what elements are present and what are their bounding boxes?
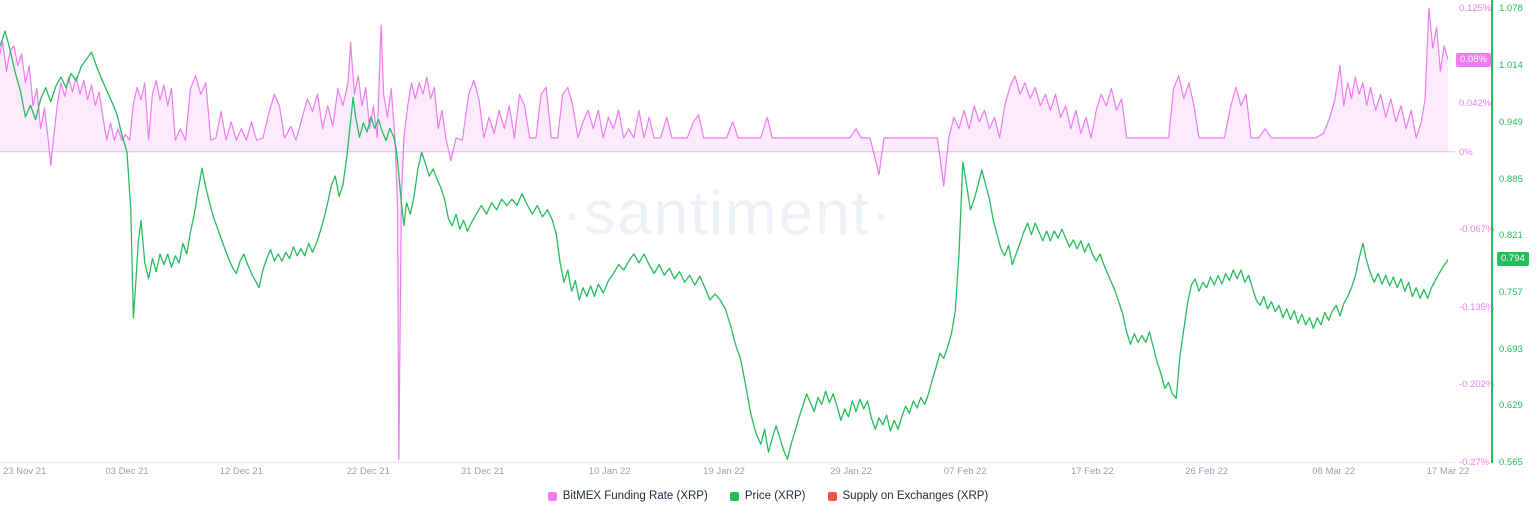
price-axis-tick-label: 0.757 [1499, 287, 1523, 299]
price-line [0, 30, 1449, 460]
funding-rate-swatch-icon [547, 491, 557, 501]
price-current-badge: 0.794 [1497, 252, 1529, 267]
x-axis-tick-label: 31 Dec 21 [461, 466, 505, 477]
x-axis-tick-label: 07 Feb 22 [943, 466, 987, 477]
chart-legend: BitMEX Funding Rate (XRP) Price (XRP) Su… [0, 490, 1536, 502]
chart-panel: ·santiment· 23 Nov 21 03 Dec 21 12 Dec 21 2… [0, 0, 1529, 477]
x-axis-tick-label: 26 Feb 22 [1185, 466, 1229, 477]
x-axis-tick-label: 17 Mar 22 [1426, 466, 1470, 477]
x-axis-tick-label: 22 Dec 21 [346, 466, 390, 477]
price-swatch-icon [729, 491, 739, 501]
x-axis-tick-label: 19 Jan 22 [703, 466, 745, 477]
legend-label-supply: Supply on Exchanges (XRP) [842, 490, 989, 502]
x-axis-tick-label: 10 Jan 22 [588, 466, 631, 477]
funding-axis-tick-label: 0% [1459, 146, 1473, 158]
legend-label-price: Price (XRP) [744, 490, 806, 502]
x-axis-tick-label: 23 Nov 21 [3, 466, 47, 477]
funding-axis-tick-label: -0.202% [1459, 378, 1495, 390]
price-axis-tick-label: 0.565 [1499, 457, 1523, 468]
funding-axis-tick-label: 0.042% [1459, 98, 1492, 110]
funding-axis-tick-label: -0.135% [1459, 301, 1495, 313]
legend-item-supply[interactable]: Supply on Exchanges (XRP) [827, 490, 989, 502]
price-axis-tick-label: 1.014 [1499, 59, 1523, 71]
funding-rate-line [0, 7, 1449, 461]
price-axis-line [1491, 0, 1493, 463]
supply-swatch-icon [827, 491, 837, 501]
price-axis-tick-label: 0.949 [1499, 117, 1523, 129]
funding-axis-tick-label: -0.27% [1459, 457, 1490, 468]
legend-label-funding-rate: BitMEX Funding Rate (XRP) [562, 490, 708, 502]
x-axis-tick-label: 12 Dec 21 [219, 466, 263, 477]
x-axis-tick-label: 08 Mar 22 [1312, 466, 1356, 477]
chart-plot-area[interactable] [0, 0, 1455, 465]
x-axis-tick-label: 03 Dec 21 [105, 466, 149, 477]
x-axis-tick-label: 29 Jan 22 [830, 466, 872, 477]
legend-item-funding-rate[interactable]: BitMEX Funding Rate (XRP) [547, 490, 708, 502]
price-axis-tick-label: 0.821 [1499, 230, 1523, 242]
funding-rate-area [0, 8, 1448, 460]
price-axis-tick-label: 1.078 [1499, 3, 1523, 14]
funding-axis-tick-label: -0.067% [1459, 223, 1495, 235]
price-axis-tick-label: 0.629 [1499, 400, 1523, 412]
price-axis-tick-label: 0.693 [1499, 343, 1523, 355]
price-axis-tick-label: 0.885 [1499, 173, 1523, 185]
x-axis-tick-label: 17 Feb 22 [1070, 466, 1114, 477]
funding-axis-tick-label: 0.125% [1459, 3, 1492, 14]
funding-current-badge: 0.08% [1456, 52, 1491, 67]
legend-item-price[interactable]: Price (XRP) [729, 490, 806, 502]
